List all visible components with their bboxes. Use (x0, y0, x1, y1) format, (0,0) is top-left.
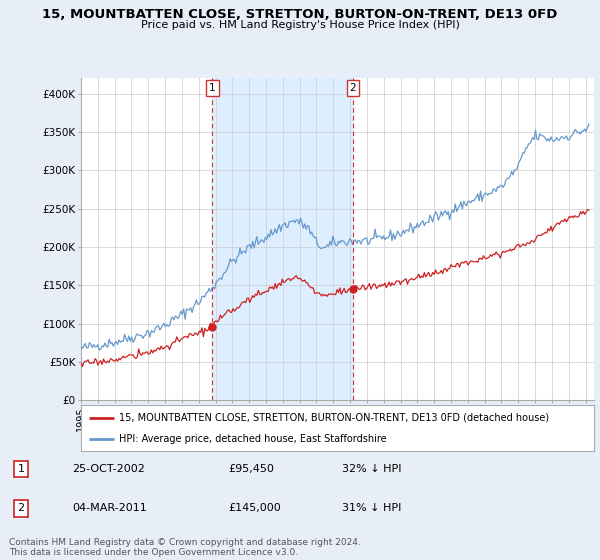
Bar (212, 78, 353, 400)
Text: 04-MAR-2011: 04-MAR-2011 (72, 503, 147, 513)
Text: 2: 2 (17, 503, 25, 513)
Text: 1: 1 (209, 83, 215, 92)
Text: £95,450: £95,450 (228, 464, 274, 474)
Text: £145,000: £145,000 (228, 503, 281, 513)
Text: 2: 2 (350, 83, 356, 92)
Text: Contains HM Land Registry data © Crown copyright and database right 2024.
This d: Contains HM Land Registry data © Crown c… (9, 538, 361, 557)
Text: Price paid vs. HM Land Registry's House Price Index (HPI): Price paid vs. HM Land Registry's House … (140, 20, 460, 30)
Text: 25-OCT-2002: 25-OCT-2002 (72, 464, 145, 474)
Text: HPI: Average price, detached house, East Staffordshire: HPI: Average price, detached house, East… (119, 434, 387, 444)
Text: 32% ↓ HPI: 32% ↓ HPI (342, 464, 401, 474)
Text: 15, MOUNTBATTEN CLOSE, STRETTON, BURTON-ON-TRENT, DE13 0FD (detached house): 15, MOUNTBATTEN CLOSE, STRETTON, BURTON-… (119, 413, 550, 423)
Text: 31% ↓ HPI: 31% ↓ HPI (342, 503, 401, 513)
Text: 1: 1 (17, 464, 25, 474)
Text: 15, MOUNTBATTEN CLOSE, STRETTON, BURTON-ON-TRENT, DE13 0FD: 15, MOUNTBATTEN CLOSE, STRETTON, BURTON-… (43, 8, 557, 21)
